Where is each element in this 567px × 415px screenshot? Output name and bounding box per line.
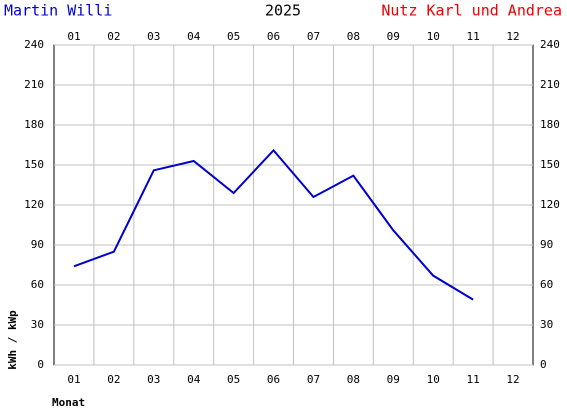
- y2-tick-label: 150: [540, 158, 560, 171]
- x-tick-label-top: 03: [147, 30, 160, 43]
- y-tick-label: 0: [37, 358, 44, 371]
- x-tick-label-top: 11: [467, 30, 480, 43]
- y2-tick-label: 240: [540, 38, 560, 51]
- y-tick-label: 90: [31, 238, 44, 251]
- header-left: Martin Willi: [4, 2, 112, 20]
- y2-tick-label: 90: [540, 238, 553, 251]
- y-tick-label: 120: [24, 198, 44, 211]
- x-tick-label: 01: [67, 373, 80, 386]
- x-tick-label: 04: [187, 373, 201, 386]
- header-right: Nutz Karl und Andrea: [381, 2, 562, 20]
- y2-tick-label: 180: [540, 118, 560, 131]
- y2-tick-label: 120: [540, 198, 560, 211]
- x-tick-label: 06: [267, 373, 280, 386]
- y-tick-label: 210: [24, 78, 44, 91]
- x-tick-label-top: 05: [227, 30, 240, 43]
- y-tick-label: 30: [31, 318, 44, 331]
- x-tick-label-top: 06: [267, 30, 280, 43]
- data-line: [73, 148, 474, 301]
- x-tick-label: 09: [387, 373, 400, 386]
- x-tick-label: 11: [467, 373, 480, 386]
- y-tick-label: 180: [24, 118, 44, 131]
- y2-tick-label: 0: [540, 358, 547, 371]
- chart-title: 2025: [265, 2, 301, 20]
- y2-tick-label: 30: [540, 318, 553, 331]
- x-tick-label-top: 04: [187, 30, 201, 43]
- x-tick-label: 08: [347, 373, 360, 386]
- x-tick-label-top: 10: [427, 30, 440, 43]
- x-tick-label-top: 01: [67, 30, 80, 43]
- y2-tick-label: 60: [540, 278, 553, 291]
- x-tick-label-top: 02: [107, 30, 120, 43]
- x-tick-label-top: 12: [506, 30, 519, 43]
- x-axis-label: Monat: [52, 396, 85, 409]
- y-tick-label: 150: [24, 158, 44, 171]
- y-tick-label: 240: [24, 38, 44, 51]
- y-tick-label: 60: [31, 278, 44, 291]
- x-tick-label-top: 08: [347, 30, 360, 43]
- x-tick-label-top: 09: [387, 30, 400, 43]
- x-tick-label: 03: [147, 373, 160, 386]
- x-tick-label-top: 07: [307, 30, 320, 43]
- y-axis-label: kWh / kWp: [6, 310, 19, 370]
- x-tick-label: 05: [227, 373, 240, 386]
- x-tick-label: 10: [427, 373, 440, 386]
- x-tick-label: 12: [506, 373, 519, 386]
- x-tick-label: 07: [307, 373, 320, 386]
- x-tick-label: 02: [107, 373, 120, 386]
- y2-tick-label: 210: [540, 78, 560, 91]
